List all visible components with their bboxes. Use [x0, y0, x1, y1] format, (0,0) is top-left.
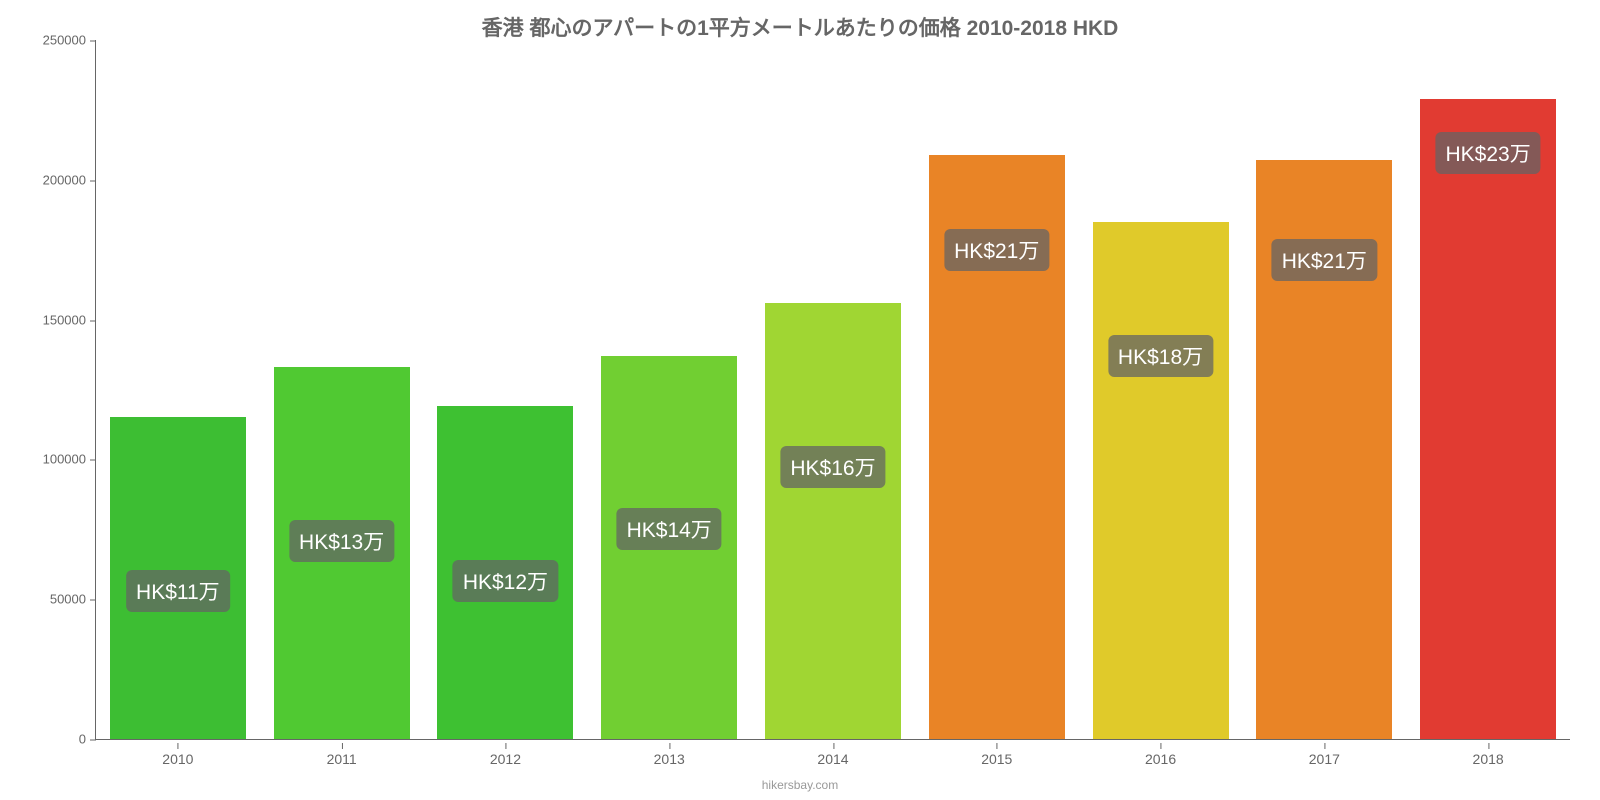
x-tick-label: 2010 — [162, 751, 193, 767]
bar: HK$21万 — [929, 155, 1065, 739]
y-tick-label: 100000 — [26, 452, 86, 467]
x-tick-label: 2011 — [327, 751, 357, 767]
y-tick-label: 50000 — [26, 592, 86, 607]
bar-value-label: HK$12万 — [453, 560, 558, 602]
x-tick-label: 2016 — [1145, 751, 1176, 767]
y-tick-label: 0 — [26, 732, 86, 747]
bar: HK$23万 — [1420, 99, 1556, 739]
x-tick-label: 2014 — [817, 751, 848, 767]
bar: HK$12万 — [437, 406, 573, 739]
x-tick-label: 2015 — [981, 751, 1012, 767]
y-tick-label: 250000 — [26, 33, 86, 48]
chart-container: 香港 都心のアパートの1平方メートルあたりの価格 2010-2018 HKD 0… — [0, 0, 1600, 800]
x-tick-label: 2012 — [490, 751, 521, 767]
bar-value-label: HK$14万 — [617, 508, 722, 550]
bar-value-label: HK$16万 — [780, 446, 885, 488]
bar: HK$11万 — [110, 417, 246, 739]
bar: HK$14万 — [601, 356, 737, 739]
x-tick-label: 2013 — [654, 751, 685, 767]
bar-value-label: HK$23万 — [1435, 132, 1540, 174]
bar-value-label: HK$21万 — [944, 229, 1049, 271]
y-tick-label: 150000 — [26, 312, 86, 327]
plot-area: 0500001000001500002000002500002010HK$11万… — [95, 40, 1570, 740]
bar-value-label: HK$18万 — [1108, 335, 1213, 377]
bar-value-label: HK$11万 — [126, 570, 230, 612]
bar: HK$16万 — [765, 303, 901, 739]
bar: HK$21万 — [1256, 160, 1392, 739]
bar: HK$18万 — [1093, 222, 1229, 739]
bar-value-label: HK$13万 — [289, 520, 394, 562]
bar-value-label: HK$21万 — [1272, 239, 1377, 281]
x-tick-label: 2018 — [1473, 751, 1504, 767]
x-tick-label: 2017 — [1309, 751, 1340, 767]
y-tick-label: 200000 — [26, 172, 86, 187]
credit-text: hikersbay.com — [0, 778, 1600, 792]
bar: HK$13万 — [274, 367, 410, 739]
chart-title: 香港 都心のアパートの1平方メートルあたりの価格 2010-2018 HKD — [0, 0, 1600, 42]
